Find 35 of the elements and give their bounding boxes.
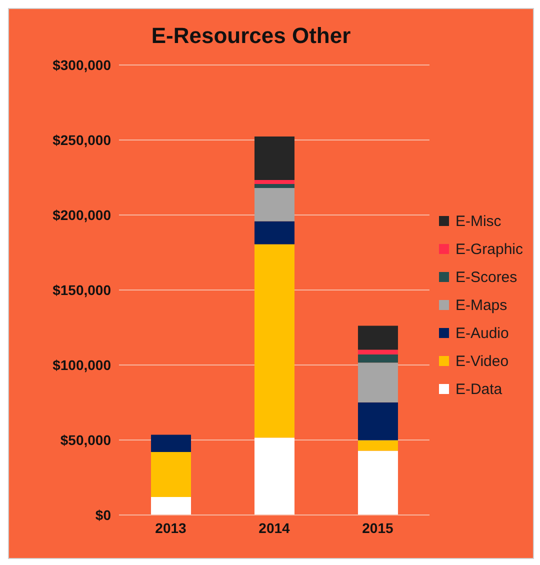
bar — [358, 362, 398, 402]
bar — [254, 244, 294, 438]
legend-label: E-Maps — [455, 296, 508, 314]
bar — [358, 402, 398, 440]
bar — [254, 438, 294, 515]
legend-label: E-Data — [455, 380, 502, 398]
y-tick-label: $200,000 — [52, 206, 112, 223]
bar — [358, 354, 398, 363]
y-tick-label: $50,000 — [60, 432, 112, 448]
y-tick-label: $300,000 — [52, 56, 112, 73]
bar — [254, 136, 294, 180]
legend-label: E-Misc — [455, 212, 502, 230]
chart-title: E-Resources Other — [150, 22, 352, 50]
y-tick-label: $150,000 — [52, 282, 112, 298]
bar — [358, 450, 398, 515]
legend-label: E-Graphic — [455, 240, 523, 258]
legend-label: E-Video — [455, 352, 509, 370]
bar — [254, 180, 294, 184]
bar — [254, 184, 294, 188]
x-tick-label: 2014 — [258, 520, 290, 536]
y-tick-label: $100,000 — [52, 356, 112, 373]
bar — [358, 350, 398, 354]
bar — [151, 434, 191, 452]
legend-label: E-Audio — [455, 324, 509, 342]
x-tick-label: 2013 — [155, 520, 187, 536]
y-tick-label: $0 — [95, 506, 112, 523]
y-tick-label: $250,000 — [52, 132, 112, 148]
bar — [254, 221, 294, 244]
bar — [151, 452, 191, 497]
bar — [254, 188, 294, 222]
bar — [151, 497, 191, 515]
bar — [358, 440, 398, 451]
legend-label: E-Scores — [455, 268, 518, 286]
x-tick-label: 2015 — [362, 520, 394, 536]
bar — [358, 326, 398, 350]
